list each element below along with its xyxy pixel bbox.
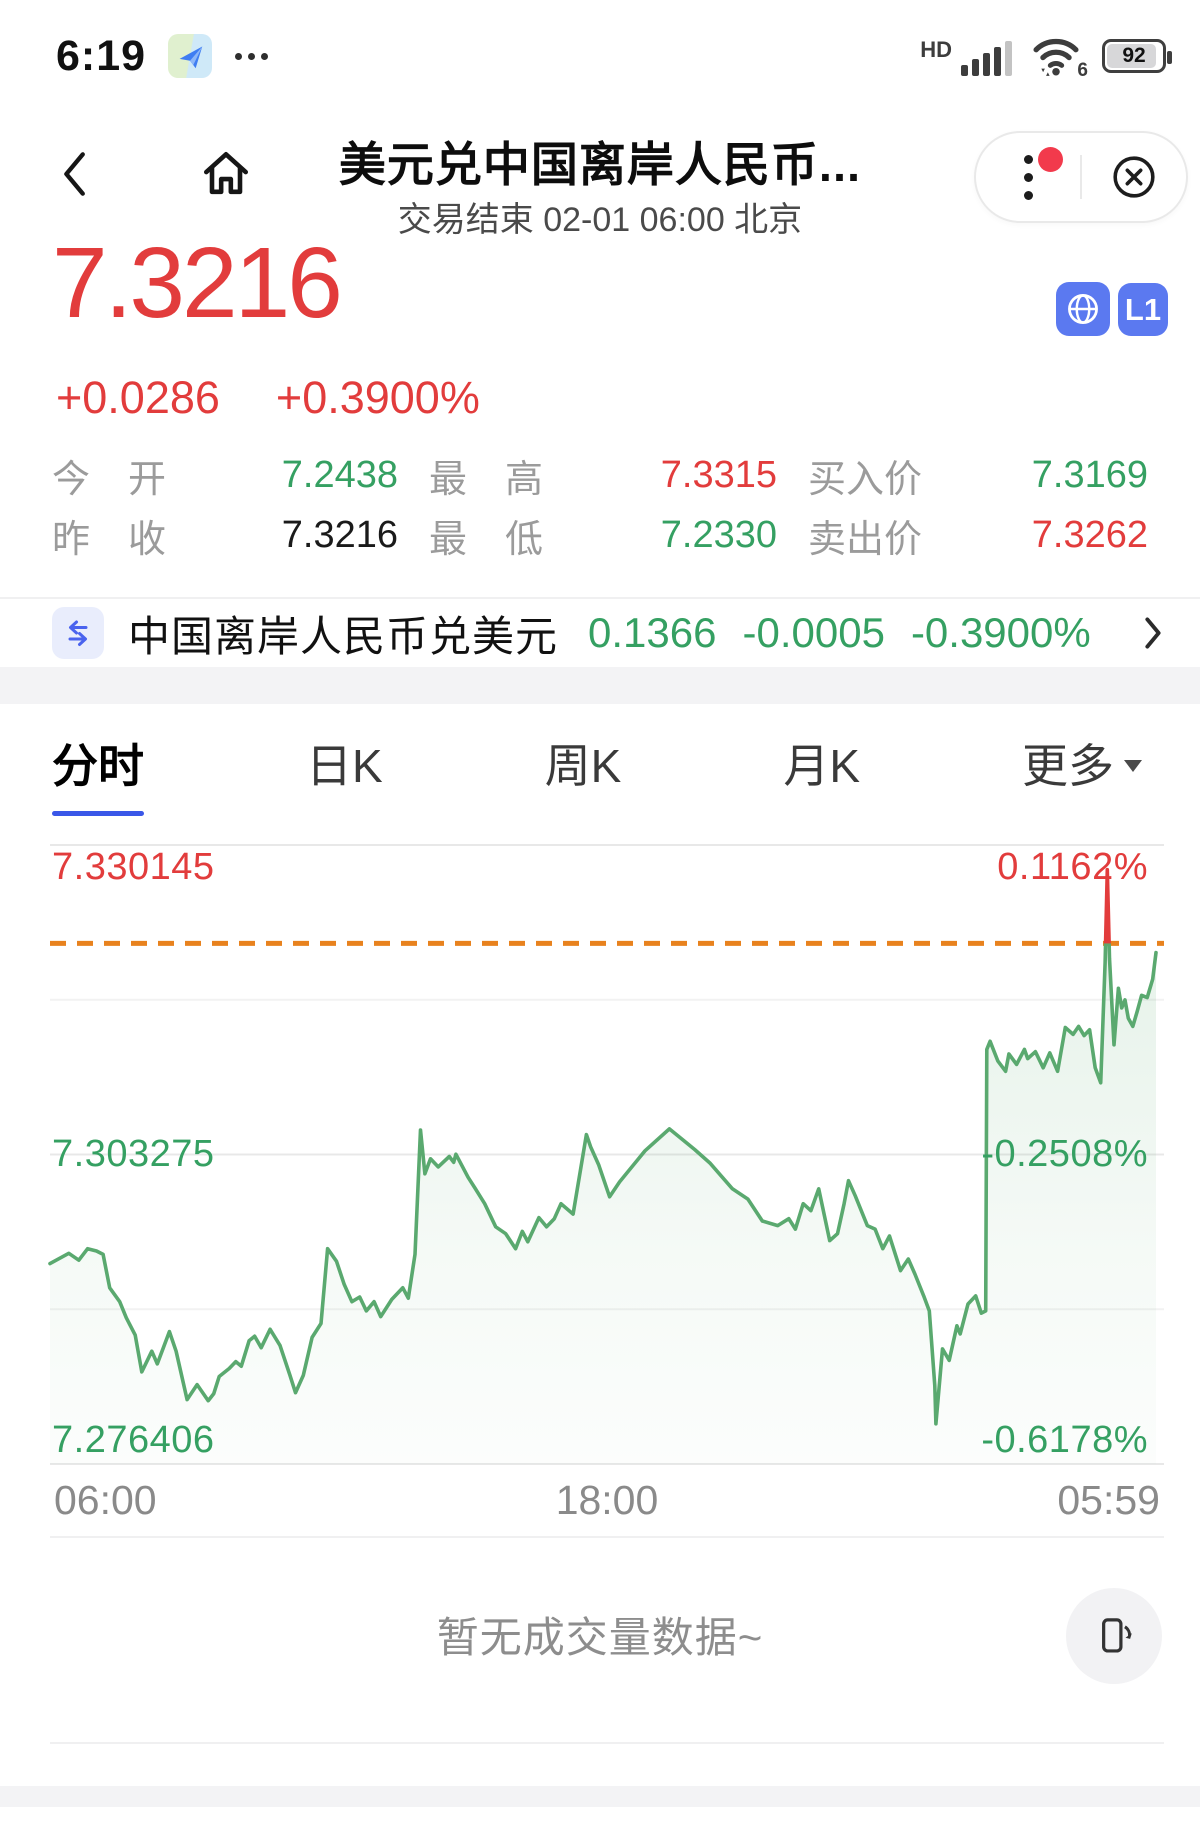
stat-label: 最 低 (429, 518, 544, 561)
tab-label: 日K (305, 740, 383, 792)
battery-icon: 92 (1102, 39, 1172, 73)
y-label-mid-price: 7.303275 (52, 1133, 215, 1175)
back-button[interactable] (58, 150, 90, 198)
system-capsule (974, 131, 1188, 223)
x-tick-end: 05:59 (1057, 1477, 1160, 1523)
stats-row-2: 昨 收 7.3216 最 低 7.2330 卖出价 7.3262 (52, 508, 1148, 562)
trading-status-subtitle: 交易结束 02-01 06:00 北京 (397, 201, 803, 239)
related-pair-name: 中国离岸人民币兑美元 (128, 612, 559, 660)
chart-tab-bar: 分时 日K 周K 月K 更多 (0, 704, 1200, 816)
tab-weekly-k[interactable]: 周K (545, 730, 622, 816)
rotate-phone-icon (1102, 1618, 1132, 1653)
l1-label: L1 (1124, 291, 1162, 327)
section-band (0, 667, 1200, 704)
y-label-high-percent: 0.1162% (997, 846, 1148, 888)
related-price: 0.1366 (588, 609, 717, 656)
y-label-high-price: 7.330145 (52, 846, 215, 888)
tab-minute[interactable]: 分时 (52, 730, 144, 816)
related-pair-row[interactable]: 中国离岸人民币兑美元 0.1366 -0.0005 -0.3900% (52, 599, 1164, 667)
y-label-mid-percent: -0.2508% (981, 1133, 1148, 1175)
tab-label: 周K (544, 740, 622, 792)
stat-label: 昨 收 (52, 518, 167, 561)
swap-icon (52, 607, 104, 659)
notification-app-icon (168, 34, 213, 78)
capsule-divider (1080, 155, 1082, 199)
tab-label: 更多 (1022, 740, 1114, 792)
cell-signal-icon: HD (920, 37, 1012, 76)
current-price: 7.3216 (52, 227, 343, 339)
y-label-low-percent: -0.6178% (981, 1419, 1148, 1461)
paper-plane-icon (179, 46, 203, 69)
wifi-icon: 6 (1028, 34, 1088, 81)
close-button[interactable] (1082, 133, 1186, 221)
page-title: 美元兑中国离岸人民币... (338, 138, 862, 191)
close-icon (1113, 156, 1155, 198)
battery-percent: 92 (1122, 44, 1146, 67)
section-divider (0, 597, 1200, 599)
globe-icon (1068, 294, 1098, 324)
stat-label: 今 开 (52, 458, 167, 501)
notification-overflow-icon (232, 52, 271, 60)
tab-label: 月K (783, 740, 861, 792)
stat-value: 7.3262 (1031, 513, 1148, 556)
tab-more[interactable]: 更多 (1022, 730, 1142, 816)
bottom-band (0, 1786, 1200, 1807)
price-change-percent: +0.3900% (275, 372, 480, 423)
clock: 6:19 (56, 31, 147, 80)
stat-value: 7.2330 (660, 513, 777, 556)
related-change-percent: -0.3900% (910, 609, 1091, 656)
y-label-low-price: 7.276406 (52, 1419, 215, 1461)
home-button[interactable] (198, 146, 254, 202)
tab-monthly-k[interactable]: 月K (783, 730, 860, 816)
more-menu-button[interactable] (976, 133, 1080, 221)
caret-down-icon (1124, 760, 1142, 772)
related-change: -0.0005 (742, 609, 885, 656)
stat-label: 最 高 (429, 458, 544, 501)
stats-row-1: 今 开 7.2438 最 高 7.3315 买入价 7.3169 (52, 448, 1148, 502)
notification-dot (1038, 147, 1063, 172)
axis-divider (50, 1536, 1164, 1538)
stat-value: 7.3169 (1031, 453, 1148, 496)
menu-dots-icon (1023, 150, 1033, 204)
x-axis: 06:00 18:00 05:59 (54, 1477, 1160, 1524)
stat-value: 7.2438 (281, 453, 398, 496)
wifi6-badge: 6 (1077, 60, 1088, 81)
price-change: +0.0286 (56, 372, 220, 423)
x-tick-start: 06:00 (54, 1477, 157, 1523)
stat-value: 7.3216 (281, 513, 398, 556)
stat-label: 买入价 (808, 458, 923, 501)
bottom-divider (50, 1742, 1164, 1744)
stat-label: 卖出价 (808, 518, 923, 561)
tab-daily-k[interactable]: 日K (306, 730, 383, 816)
hd-volte-label: HD (920, 36, 952, 62)
tab-label: 分时 (52, 740, 144, 792)
rotate-screen-button[interactable] (1066, 1588, 1162, 1684)
no-volume-message: 暂无成交量数据~ (436, 1614, 764, 1661)
active-tab-underline (52, 811, 144, 816)
status-bar: 6:19 HD (0, 24, 1200, 88)
l1-badge[interactable]: L1 (1118, 283, 1168, 336)
x-tick-middle: 18:00 (555, 1477, 659, 1523)
globe-badge[interactable] (1056, 282, 1110, 336)
chevron-right-icon (1145, 617, 1161, 649)
stat-value: 7.3315 (660, 453, 777, 496)
